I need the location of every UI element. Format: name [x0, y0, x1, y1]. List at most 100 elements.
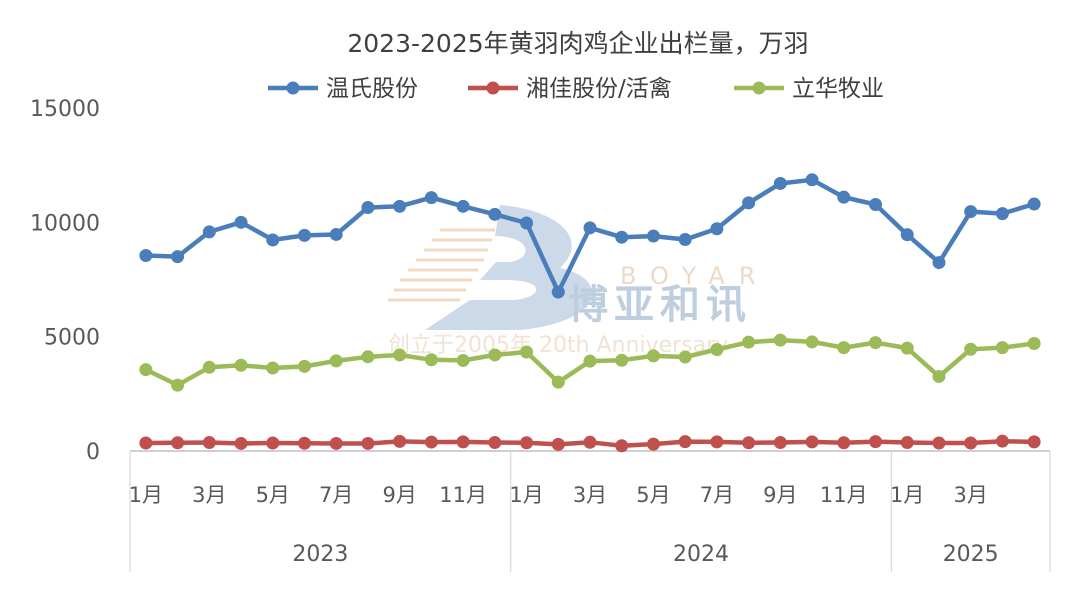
data-point-0: [964, 205, 978, 219]
data-point-2: [139, 363, 153, 377]
data-point-2: [805, 335, 819, 349]
data-point-1: [488, 436, 502, 450]
data-point-0: [710, 222, 724, 236]
data-point-0: [869, 197, 883, 211]
x-axis: 1月 3月 5月 7月 9月 11月 1月 3月 5月 7月 9月 11月 1月 3月 2023 2024 20…: [129, 450, 1051, 572]
data-point-0: [551, 285, 565, 299]
legend: 温氏股份 湘佳股份/活禽 立华牧业: [268, 76, 884, 102]
data-point-0: [297, 228, 311, 242]
data-point-1: [615, 439, 629, 453]
data-point-1: [678, 435, 692, 449]
data-point-1: [742, 436, 756, 450]
data-point-2: [520, 345, 534, 359]
data-point-0: [773, 176, 787, 190]
data-point-1: [361, 436, 375, 450]
data-point-1: [520, 436, 534, 450]
data-point-2: [202, 360, 216, 374]
data-point-0: [995, 207, 1009, 221]
y-axis: 0 5000 10000 15000: [30, 97, 100, 465]
data-point-2: [710, 342, 724, 356]
data-point-1: [1027, 435, 1041, 449]
data-point-2: [361, 350, 375, 364]
y-tick-label: 0: [86, 440, 100, 465]
data-point-2: [171, 378, 185, 392]
x-year-label: 2025: [943, 542, 999, 567]
x-tick-label: 1月: [890, 483, 924, 507]
legend-label-0: 温氏股份: [326, 76, 418, 102]
legend-label-1: 湘佳股份/活禽: [526, 76, 672, 102]
data-point-0: [678, 232, 692, 246]
x-tick-label: 11月: [439, 483, 487, 507]
data-point-2: [266, 361, 280, 375]
data-point-2: [995, 341, 1009, 355]
x-tick-label: 7月: [319, 483, 353, 507]
x-tick-label: 7月: [700, 483, 734, 507]
data-point-2: [964, 342, 978, 356]
data-point-2: [615, 353, 629, 367]
watermark-b-shape: [425, 205, 593, 330]
y-tick-label: 5000: [44, 326, 100, 351]
data-point-1: [266, 436, 280, 450]
data-point-1: [234, 436, 248, 450]
data-point-1: [297, 436, 311, 450]
x-year-label: 2024: [673, 542, 729, 567]
watermark-logo: BOYAR 博亚和讯 创立于2005年 20th Anniversary: [388, 205, 770, 358]
x-tick-label: 1月: [129, 483, 163, 507]
chart-title: 2023-2025年黄羽肉鸡企业出栏量，万羽: [347, 29, 808, 58]
data-point-1: [583, 435, 597, 449]
data-point-1: [995, 434, 1009, 448]
data-point-2: [551, 375, 565, 389]
watermark-brand-en: BOYAR: [620, 262, 770, 290]
data-point-0: [456, 199, 470, 213]
data-point-2: [678, 350, 692, 364]
data-point-0: [932, 256, 946, 270]
data-point-0: [900, 228, 914, 242]
data-point-1: [646, 437, 660, 451]
data-point-2: [773, 333, 787, 347]
watermark-slogan: 创立于2005年 20th Anniversary: [388, 333, 728, 358]
data-point-2: [583, 354, 597, 368]
data-point-1: [710, 435, 724, 449]
series-layer: [139, 173, 1041, 453]
data-point-2: [297, 359, 311, 373]
data-point-1: [551, 437, 565, 451]
data-point-1: [139, 436, 153, 450]
x-tick-label: 5月: [256, 483, 290, 507]
x-tick-label: 9月: [763, 483, 797, 507]
watermark-stripes: [388, 228, 495, 302]
data-point-1: [900, 436, 914, 450]
data-point-2: [1027, 337, 1041, 351]
data-point-0: [488, 207, 502, 221]
data-point-0: [1027, 197, 1041, 211]
x-tick-label: 9月: [382, 483, 416, 507]
data-point-0: [266, 233, 280, 247]
data-point-0: [202, 225, 216, 239]
data-point-2: [742, 335, 756, 349]
data-point-1: [171, 436, 185, 450]
data-point-2: [646, 349, 660, 363]
x-tick-label: 3月: [573, 483, 607, 507]
data-point-0: [234, 215, 248, 229]
x-year-label: 2023: [292, 542, 348, 567]
x-tick-label: 3月: [192, 483, 226, 507]
data-point-1: [456, 435, 470, 449]
data-point-0: [424, 191, 438, 205]
watermark-brand-cn: 博亚和讯: [568, 282, 752, 328]
x-tick-label: 11月: [820, 483, 868, 507]
data-point-1: [805, 435, 819, 449]
data-point-1: [393, 434, 407, 448]
data-point-2: [393, 348, 407, 362]
data-point-2: [837, 341, 851, 355]
data-point-1: [202, 436, 216, 450]
legend-label-2: 立华牧业: [792, 76, 884, 102]
data-point-0: [805, 173, 819, 187]
data-point-0: [646, 229, 660, 243]
data-point-1: [869, 435, 883, 449]
data-point-2: [869, 336, 883, 350]
data-point-2: [424, 353, 438, 367]
data-point-0: [361, 200, 375, 214]
data-point-0: [520, 216, 534, 230]
data-point-0: [583, 221, 597, 235]
